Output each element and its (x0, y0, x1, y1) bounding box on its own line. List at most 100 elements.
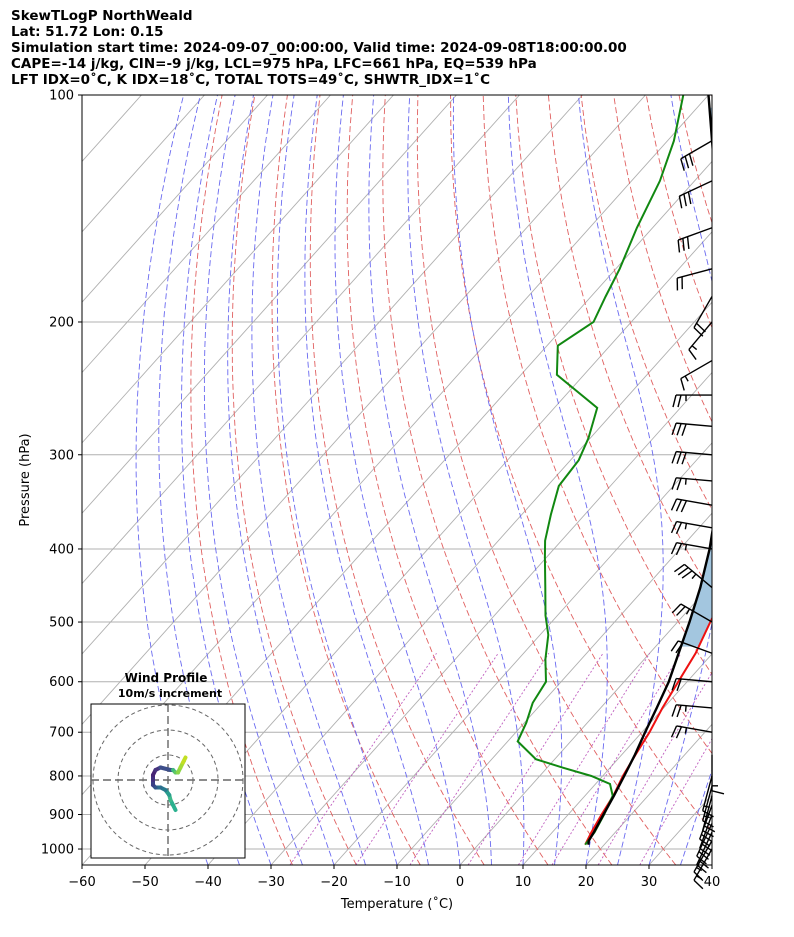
y-tick-label: 800 (49, 769, 74, 784)
wind-barb (671, 603, 713, 623)
dry-adiabat-line (711, 95, 712, 99)
wind-barbs (670, 140, 725, 890)
x-tick-label: −30 (257, 875, 284, 890)
profile-lines (516, 95, 712, 846)
isotherm-line (522, 653, 712, 865)
moist-adiabat-line (578, 95, 664, 865)
isotherm-line (459, 582, 712, 865)
x-axis-ticks: −60 −50 −40 −30 −20 −10 0 10 20 30 40 (68, 865, 720, 890)
y-tick-label: 600 (49, 675, 74, 690)
wind-barb (672, 394, 712, 408)
isotherm-line (396, 512, 712, 865)
x-tick-label: 10 (515, 875, 532, 890)
isotherm-line (270, 371, 712, 865)
moist-adiabat-line (227, 95, 335, 865)
isotherm-line (648, 793, 712, 865)
y-tick-label: 1000 (41, 843, 74, 858)
background-grid (82, 95, 712, 865)
dry-adiabat-line (580, 95, 712, 511)
series-parcel-line (587, 95, 712, 845)
isotherm-line (82, 95, 646, 725)
wind-barb (670, 498, 713, 513)
isotherm-line (82, 95, 394, 444)
header-times: Simulation start time: 2024-09-07_00:00:… (11, 40, 627, 56)
wind-barb (671, 477, 713, 491)
isotherm-line (711, 864, 712, 865)
header-indices: LFT IDX=0˚C, K IDX=18˚C, TOTAL TOTS=49˚C… (11, 72, 491, 88)
mixing-ratio-line (597, 671, 712, 865)
wind-barb (676, 268, 713, 291)
x-tick-label: −20 (320, 875, 347, 890)
x-tick-label: 30 (641, 875, 658, 890)
wind-barb (670, 542, 713, 556)
y-tick-label: 400 (49, 542, 74, 557)
dry-adiabat-line (231, 95, 357, 865)
x-tick-label: −60 (68, 875, 95, 890)
moist-adiabat-line (334, 95, 461, 865)
dry-adiabat-line (547, 95, 712, 595)
x-tick-label: −40 (194, 875, 221, 890)
header-cape: CAPE=-14 j/kg, CIN=-9 j/kg, LCL=975 hPa,… (11, 56, 537, 72)
isotherm-line (82, 95, 205, 233)
dry-adiabat-line (190, 95, 293, 865)
moist-adiabat-line (135, 95, 209, 865)
wind-barb (678, 180, 713, 209)
isotherm-line (82, 95, 331, 374)
isotherm-line (333, 442, 712, 865)
dry-adiabat-line (309, 95, 485, 865)
mixing-ratio-line (639, 737, 712, 865)
wind-barb (680, 359, 713, 391)
y-axis-ticks: 1000 900 800 700 600 500 400 300 200 100 (41, 89, 82, 858)
moist-adiabat-line (507, 95, 608, 865)
wind-barb (671, 422, 713, 436)
dry-adiabat-line (515, 95, 712, 676)
moist-adiabat-line (452, 95, 563, 865)
y-tick-label: 100 (49, 89, 74, 104)
dry-adiabat-line (382, 95, 613, 865)
x-axis-label: Temperature (˚C) (340, 896, 453, 912)
x-tick-label: 20 (578, 875, 595, 890)
plot-frame (81, 94, 713, 866)
mixing-ratio-line (551, 653, 682, 865)
cape-shading (680, 107, 712, 647)
x-tick-label: −50 (131, 875, 158, 890)
isotherm-line (82, 95, 583, 655)
y-tick-label: 700 (49, 726, 74, 741)
mixing-ratio-line (409, 653, 550, 865)
dry-adiabat-line (346, 95, 549, 865)
isotherm-line (585, 723, 712, 865)
isotherm-line (82, 95, 268, 303)
wind-barb (711, 754, 725, 795)
moist-adiabat-line (368, 95, 492, 865)
y-tick-label: 300 (49, 448, 74, 463)
mixing-ratio-line (518, 653, 651, 865)
x-tick-label: −10 (383, 875, 410, 890)
series-dewpoint-line (516, 95, 685, 846)
moist-adiabat-line (251, 95, 366, 865)
isotherm-line (82, 160, 712, 865)
series-temperature-line (584, 616, 712, 846)
y-axis-label: Pressure (hPa) (18, 433, 33, 526)
wind-barb (671, 704, 713, 718)
isotherm-line (144, 231, 712, 865)
wind-barb (673, 563, 713, 589)
x-tick-label: 0 (456, 875, 464, 890)
wind-barb (671, 677, 713, 691)
cape-area (680, 107, 712, 647)
y-tick-label: 500 (49, 616, 74, 631)
wind-barb (696, 831, 713, 874)
wind-barb (688, 321, 713, 360)
moist-adiabat-line (648, 95, 712, 865)
wind-barb (670, 520, 713, 535)
header-title: SkewTLogP NorthWeald (11, 8, 193, 24)
wind-barb (693, 296, 713, 337)
isotherm-line (82, 95, 520, 585)
moist-adiabat-line (711, 863, 712, 865)
wind-barb (702, 775, 714, 818)
y-tick-label: 200 (49, 315, 74, 330)
isotherm-line (82, 95, 457, 514)
chart-header: SkewTLogP NorthWeald Lat: 51.72 Lon: 0.1… (11, 8, 627, 88)
mixing-ratio-line (355, 653, 499, 865)
moist-adiabat-line (407, 95, 525, 865)
